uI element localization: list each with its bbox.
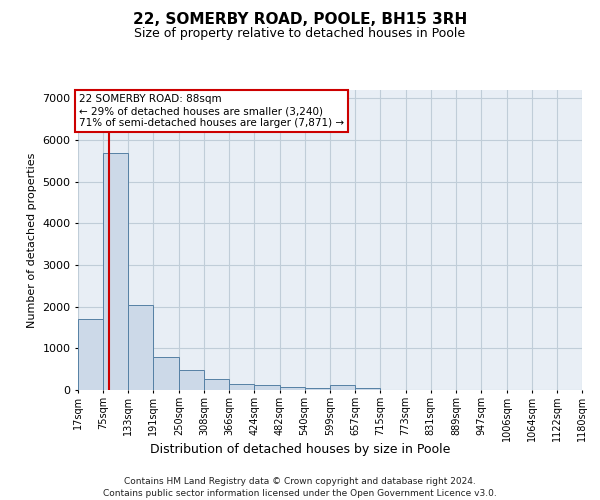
Bar [103,152,128,390]
Bar [78,319,103,390]
Text: Distribution of detached houses by size in Poole: Distribution of detached houses by size … [150,442,450,456]
Bar [305,388,330,390]
Y-axis label: Number of detached properties: Number of detached properties [26,152,37,328]
Text: Contains HM Land Registry data © Crown copyright and database right 2024.: Contains HM Land Registry data © Crown c… [124,478,476,486]
Bar [204,379,229,390]
Bar [229,384,254,390]
Bar [330,386,355,390]
Bar [280,387,305,390]
Text: Contains public sector information licensed under the Open Government Licence v3: Contains public sector information licen… [103,489,497,498]
Bar [179,370,204,390]
Bar [154,356,179,390]
Text: Size of property relative to detached houses in Poole: Size of property relative to detached ho… [134,28,466,40]
Bar [128,304,154,390]
Text: 22 SOMERBY ROAD: 88sqm
← 29% of detached houses are smaller (3,240)
71% of semi-: 22 SOMERBY ROAD: 88sqm ← 29% of detached… [79,94,344,128]
Text: 22, SOMERBY ROAD, POOLE, BH15 3RH: 22, SOMERBY ROAD, POOLE, BH15 3RH [133,12,467,28]
Bar [355,388,380,390]
Bar [254,386,280,390]
